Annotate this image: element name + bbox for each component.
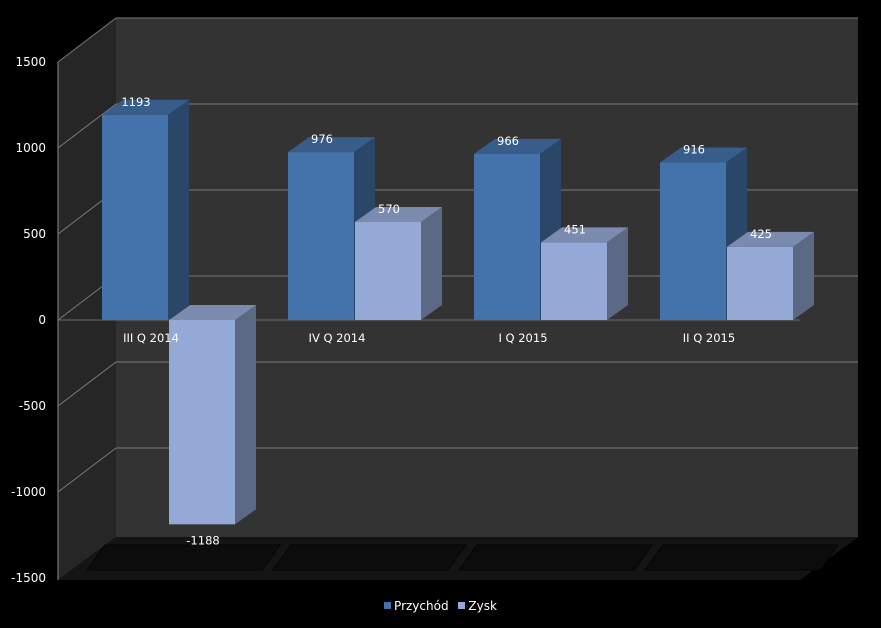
- bar-front-face: [541, 242, 607, 320]
- bar-top-face: [102, 99, 189, 115]
- gridline-side: [57, 17, 117, 63]
- bar-top-face: [355, 206, 442, 222]
- legend-item-zysk: Zysk: [458, 599, 497, 613]
- bar-top-face: [727, 231, 814, 247]
- data-label: 976: [311, 132, 333, 146]
- legend: Przychód Zysk: [0, 598, 881, 613]
- bar-przychd-0: [102, 99, 189, 320]
- data-label: -1188: [186, 533, 219, 547]
- bar-zysk-1: [355, 206, 442, 320]
- bar-top-face: [660, 147, 747, 163]
- data-label: 1193: [121, 95, 150, 109]
- gridline-side: [57, 361, 117, 407]
- data-label: 916: [683, 142, 705, 156]
- bar-top-face: [169, 305, 256, 320]
- category-label: I Q 2015: [498, 331, 547, 345]
- bar-top-face: [474, 138, 561, 154]
- legend-label-zysk: Zysk: [468, 598, 497, 613]
- gridline-side: [57, 103, 117, 149]
- bar-top-face: [541, 227, 628, 243]
- category-labels: III Q 2014 IV Q 2014 I Q 2015 II Q 2015: [123, 331, 735, 345]
- category-label: II Q 2015: [683, 331, 735, 345]
- y-axis-tick-labels: 1500 1000 500 0 -500 -1000 -1500: [11, 55, 46, 585]
- bars: [102, 99, 814, 525]
- y-tick-label: 500: [23, 227, 46, 241]
- bar-zysk-0: [169, 305, 256, 525]
- bar-top-face: [288, 137, 375, 153]
- data-label: 425: [750, 227, 772, 241]
- floor-cell: [644, 544, 839, 571]
- y-tick-label: 1500: [15, 55, 46, 69]
- floor-cell: [272, 544, 467, 571]
- data-label: 966: [497, 134, 519, 148]
- bar-przychd-3: [660, 147, 747, 320]
- value-labels: 1193 -1188 976 570 966 451 916 425: [121, 95, 772, 548]
- floor-cell: [458, 544, 653, 571]
- y-tick-label: -500: [19, 399, 46, 413]
- legend-swatch-zysk: [458, 602, 466, 609]
- legend-label-przychod: Przychód: [394, 598, 449, 613]
- category-label: IV Q 2014: [309, 331, 366, 345]
- gridline-side: [57, 447, 117, 493]
- y-tick-label: 1000: [15, 141, 46, 155]
- floor-cells: [86, 544, 839, 571]
- data-label: 451: [564, 222, 586, 236]
- floor-cell: [86, 544, 281, 571]
- bar-side-face: [607, 227, 628, 320]
- y-tick-label: -1500: [11, 571, 46, 585]
- bar-front-face: [474, 153, 540, 320]
- bar-side-face: [421, 206, 442, 320]
- bar-side-face: [793, 231, 814, 320]
- category-label: III Q 2014: [123, 331, 179, 345]
- y-tick-label: 0: [38, 313, 46, 327]
- bar-side-face: [235, 305, 256, 525]
- legend-swatch-przychod: [384, 602, 392, 609]
- side-wall: [58, 18, 116, 580]
- bar-front-face: [355, 221, 421, 320]
- data-label: 570: [378, 202, 400, 216]
- y-tick-label: -1000: [11, 485, 46, 499]
- bar-front-face: [288, 152, 354, 320]
- bar-zysk-3: [727, 231, 814, 320]
- legend-item-przychod: Przychód: [384, 599, 449, 613]
- bar-side-face: [168, 99, 189, 320]
- bar-front-face: [102, 114, 168, 320]
- bar-front-face: [727, 246, 793, 320]
- bar-front-face: [169, 320, 235, 525]
- bar-front-face: [660, 162, 726, 320]
- bar-przychd-1: [288, 137, 375, 320]
- bar-zysk-2: [541, 227, 628, 320]
